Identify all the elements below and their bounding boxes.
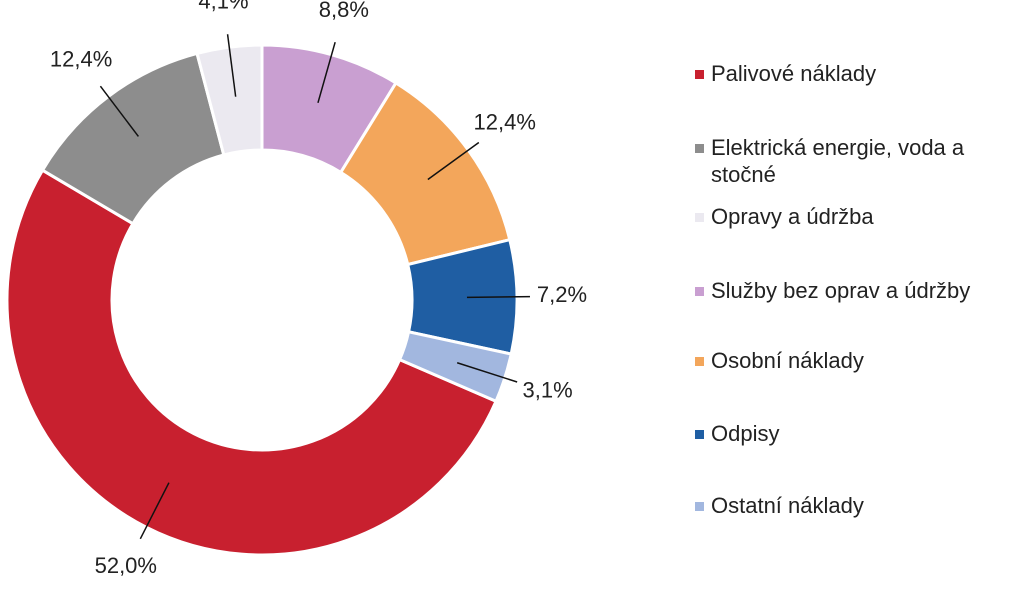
legend-item: Opravy a údržba — [695, 203, 1010, 230]
legend-swatch — [695, 70, 704, 79]
legend-label: Odpisy — [711, 421, 780, 446]
legend-label: Palivové náklady — [711, 61, 877, 86]
leader-line — [226, 34, 237, 97]
legend-label: Elektrická energie, voda a stočné — [711, 135, 965, 187]
legend-item: Odpisy — [695, 420, 1010, 447]
leader-line — [99, 85, 139, 137]
legend-label: Služby bez oprav a údržby — [711, 278, 971, 303]
donut-slice — [5, 168, 499, 557]
data-label: 12,4% — [474, 109, 536, 134]
data-label: 4,1% — [198, 0, 248, 13]
data-label: 7,2% — [537, 282, 587, 307]
legend-swatch — [695, 357, 704, 366]
leader-line — [427, 141, 480, 181]
legend-label: Opravy a údržba — [711, 204, 874, 229]
legend-swatch — [695, 144, 704, 153]
legend-label: Osobní náklady — [711, 348, 864, 373]
data-label: 8,8% — [319, 0, 369, 22]
leader-line — [466, 295, 530, 299]
leader-line — [456, 362, 518, 383]
legend-label: Ostatní náklady — [711, 493, 864, 518]
legend-item: Ostatní náklady — [695, 492, 1010, 519]
legend-item: Osobní náklady — [695, 347, 1010, 374]
legend-swatch — [695, 213, 704, 222]
legend-swatch — [695, 430, 704, 439]
data-label: 3,1% — [523, 378, 573, 403]
legend-item: Palivové náklady — [695, 60, 1010, 87]
legend-item: Služby bez oprav a údržby — [695, 277, 1010, 304]
donut-slice — [397, 330, 513, 404]
legend-swatch — [695, 502, 704, 511]
data-label: 52,0% — [95, 553, 157, 578]
legend-item: Elektrická energie, voda a stočné — [695, 134, 1010, 188]
leader-line — [317, 41, 336, 103]
data-label: 12,4% — [50, 46, 112, 71]
legend-swatch — [695, 287, 704, 296]
leader-line — [139, 482, 170, 540]
